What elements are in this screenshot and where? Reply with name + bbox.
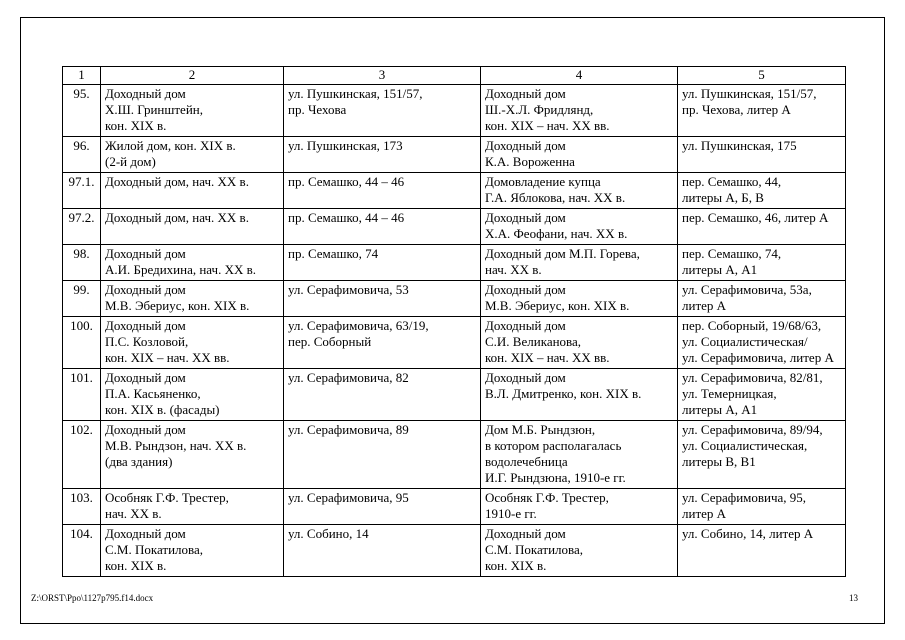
cell-refined-name: Доходный дом Х.А. Феофани, нач. XX в. <box>480 208 678 245</box>
cell-object-address: ул. Серафимовича, 89 <box>283 420 481 489</box>
cell-number: 104. <box>62 524 101 577</box>
cell-object-address: ул. Пушкинская, 173 <box>283 136 481 173</box>
cell-object-name: Доходный дом А.И. Бредихина, нач. XX в. <box>100 244 284 281</box>
table-body: 95. Доходный дом Х.Ш. Гринштейн, кон. XI… <box>62 84 846 577</box>
cell-number: 102. <box>62 420 101 489</box>
page-border: 1 2 3 4 5 95. Доходный дом Х.Ш. Гринштей… <box>20 17 885 624</box>
cell-object-name: Особняк Г.Ф. Трестер, нач. XX в. <box>100 488 284 525</box>
cell-refined-address: ул. Серафимовича, 89/94, ул. Социалистич… <box>677 420 846 489</box>
cell-refined-name: Доходный дом М.В. Эбериус, кон. XIX в. <box>480 280 678 317</box>
cell-refined-name: Доходный дом С.И. Великанова, кон. XIX –… <box>480 316 678 369</box>
cell-refined-name: Домовладение купца Г.А. Яблокова, нач. X… <box>480 172 678 209</box>
header-cell-4: 4 <box>480 66 678 85</box>
cell-refined-address: пер. Семашко, 46, литер А <box>677 208 846 245</box>
cell-refined-address: пер. Семашко, 44, литеры А, Б, В <box>677 172 846 209</box>
cell-number: 96. <box>62 136 101 173</box>
cell-refined-name: Доходный дом М.П. Горева, нач. XX в. <box>480 244 678 281</box>
cell-refined-address: ул. Пушкинская, 151/57, пр. Чехова, лите… <box>677 84 846 137</box>
cell-object-address: ул. Серафимовича, 53 <box>283 280 481 317</box>
cell-number: 100. <box>62 316 101 369</box>
cell-object-address: ул. Серафимовича, 63/19, пер. Соборный <box>283 316 481 369</box>
cell-object-address: пр. Семашко, 44 – 46 <box>283 172 481 209</box>
cell-refined-address: ул. Серафимовича, 82/81, ул. Темерницкая… <box>677 368 846 421</box>
cell-refined-address: ул. Пушкинская, 175 <box>677 136 846 173</box>
cell-number: 98. <box>62 244 101 281</box>
cell-refined-address: ул. Серафимовича, 95, литер А <box>677 488 846 525</box>
table-row: 97.1. Доходный дом, нач. XX в. пр. Семаш… <box>62 172 846 209</box>
cell-object-name: Доходный дом М.В. Рындзон, нач. XX в. (д… <box>100 420 284 489</box>
table-row: 97.2. Доходный дом, нач. XX в. пр. Семаш… <box>62 208 846 245</box>
header-cell-2: 2 <box>100 66 284 85</box>
cell-object-address: ул. Пушкинская, 151/57, пр. Чехова <box>283 84 481 137</box>
cell-object-name: Жилой дом, кон. XIX в. (2-й дом) <box>100 136 284 173</box>
cell-refined-address: ул. Собино, 14, литер А <box>677 524 846 577</box>
footer-page-number: 13 <box>849 593 858 603</box>
cell-object-name: Доходный дом М.В. Эбериус, кон. XIX в. <box>100 280 284 317</box>
table-row: 98. Доходный дом А.И. Бредихина, нач. XX… <box>62 244 846 281</box>
cell-refined-name: Дом М.Б. Рындзюн, в котором располагалас… <box>480 420 678 489</box>
cell-number: 101. <box>62 368 101 421</box>
cell-refined-name: Доходный дом К.А. Вороженна <box>480 136 678 173</box>
cell-number: 99. <box>62 280 101 317</box>
cell-object-address: пр. Семашко, 74 <box>283 244 481 281</box>
table-row: 95. Доходный дом Х.Ш. Гринштейн, кон. XI… <box>62 84 846 137</box>
table-row: 102. Доходный дом М.В. Рындзон, нач. XX … <box>62 420 846 489</box>
cell-object-name: Доходный дом П.А. Касьяненко, кон. XIX в… <box>100 368 284 421</box>
cell-refined-name: Доходный дом В.Л. Дмитренко, кон. XIX в. <box>480 368 678 421</box>
cell-object-name: Доходный дом П.С. Козловой, кон. XIX – н… <box>100 316 284 369</box>
table-header-row: 1 2 3 4 5 <box>62 66 846 85</box>
cell-object-address: ул. Собино, 14 <box>283 524 481 577</box>
cell-number: 97.2. <box>62 208 101 245</box>
table-row: 104. Доходный дом С.М. Покатилова, кон. … <box>62 524 846 577</box>
footer-file-path: Z:\ORST\Ppo\1127p795.f14.docx <box>31 593 154 603</box>
cell-object-address: ул. Серафимовича, 82 <box>283 368 481 421</box>
cell-refined-name: Доходный дом С.М. Покатилова, кон. XIX в… <box>480 524 678 577</box>
cell-object-name: Доходный дом С.М. Покатилова, кон. XIX в… <box>100 524 284 577</box>
cell-refined-address: пер. Семашко, 74, литеры А, А1 <box>677 244 846 281</box>
cell-refined-address: ул. Серафимовича, 53а, литер А <box>677 280 846 317</box>
cell-refined-address: пер. Соборный, 19/68/63, ул. Социалистич… <box>677 316 846 369</box>
cell-number: 95. <box>62 84 101 137</box>
table-row: 96. Жилой дом, кон. XIX в. (2-й дом) ул.… <box>62 136 846 173</box>
cell-refined-name: Особняк Г.Ф. Трестер, 1910-е гг. <box>480 488 678 525</box>
table-row: 103. Особняк Г.Ф. Трестер, нач. XX в. ул… <box>62 488 846 525</box>
cell-refined-name: Доходный дом Ш.-Х.Л. Фридлянд, кон. XIX … <box>480 84 678 137</box>
table-row: 99. Доходный дом М.В. Эбериус, кон. XIX … <box>62 280 846 317</box>
cell-object-name: Доходный дом, нач. XX в. <box>100 172 284 209</box>
header-cell-3: 3 <box>283 66 481 85</box>
cell-number: 103. <box>62 488 101 525</box>
table-row: 101. Доходный дом П.А. Касьяненко, кон. … <box>62 368 846 421</box>
cell-object-name: Доходный дом Х.Ш. Гринштейн, кон. XIX в. <box>100 84 284 137</box>
cell-number: 97.1. <box>62 172 101 209</box>
cell-object-name: Доходный дом, нач. XX в. <box>100 208 284 245</box>
cell-object-address: пр. Семашко, 44 – 46 <box>283 208 481 245</box>
table-row: 100. Доходный дом П.С. Козловой, кон. XI… <box>62 316 846 369</box>
registry-table: 1 2 3 4 5 95. Доходный дом Х.Ш. Гринштей… <box>62 66 846 577</box>
header-cell-1: 1 <box>62 66 101 85</box>
header-cell-5: 5 <box>677 66 846 85</box>
cell-object-address: ул. Серафимовича, 95 <box>283 488 481 525</box>
